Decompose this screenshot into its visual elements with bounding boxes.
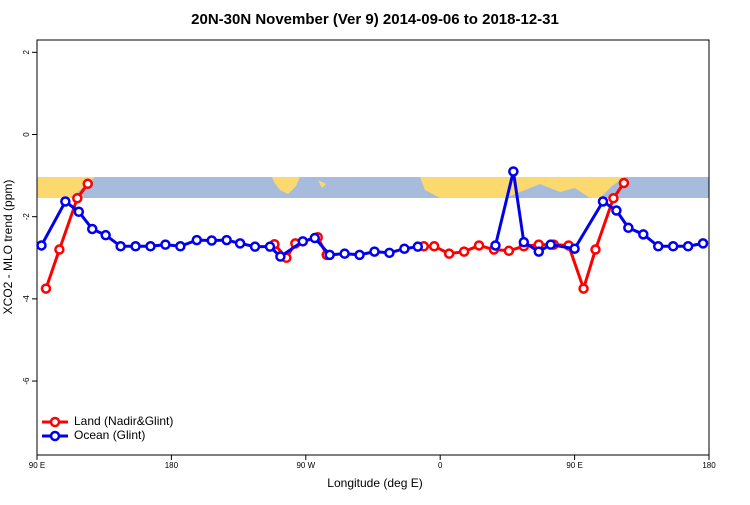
data-point xyxy=(399,243,410,254)
data-point xyxy=(545,239,556,250)
data-point xyxy=(518,236,530,248)
x-tick-label: 180 xyxy=(702,461,716,470)
chart-title: 20N-30N November (Ver 9) 2014-09-06 to 2… xyxy=(191,11,559,28)
data-point xyxy=(82,178,94,190)
data-point xyxy=(73,206,85,218)
data-point xyxy=(490,240,501,251)
data-point xyxy=(275,251,286,262)
data-point xyxy=(412,241,424,252)
data-point xyxy=(324,249,335,261)
legend-marker xyxy=(49,416,61,428)
legend-label: Land (Nadir&Glint) xyxy=(74,414,173,428)
data-point xyxy=(145,241,156,252)
y-axis-title: XCO2 - MLO trend (ppm) xyxy=(1,180,15,315)
data-point xyxy=(264,241,276,252)
data-point xyxy=(72,192,83,204)
data-point xyxy=(623,222,634,234)
y-tick-label: 0 xyxy=(22,132,31,137)
data-point xyxy=(175,241,186,252)
data-point xyxy=(36,240,47,251)
data-point xyxy=(618,177,630,189)
data-point xyxy=(443,248,455,259)
data-point xyxy=(60,196,71,207)
data-point xyxy=(578,283,589,294)
data-point xyxy=(339,248,350,259)
data-point xyxy=(508,166,519,177)
data-point xyxy=(206,235,217,246)
y-tick-label: 2 xyxy=(22,50,31,55)
x-tick-label: 90 W xyxy=(296,461,315,470)
data-point xyxy=(234,238,246,249)
legend-marker xyxy=(49,430,61,442)
data-point xyxy=(503,245,515,257)
data-point xyxy=(611,205,622,216)
x-tick-label: 180 xyxy=(165,461,179,470)
y-tick-label: -4 xyxy=(22,295,31,303)
data-point xyxy=(130,241,141,252)
data-point xyxy=(697,238,709,249)
legend-label: Ocean (Glint) xyxy=(74,428,145,442)
data-point xyxy=(191,234,203,246)
data-point xyxy=(297,236,309,247)
data-point xyxy=(590,244,601,255)
data-point xyxy=(369,246,380,257)
data-point xyxy=(249,241,261,252)
data-point xyxy=(384,247,395,259)
data-point xyxy=(428,241,440,252)
data-point xyxy=(652,241,664,252)
data-point xyxy=(569,243,580,254)
data-point xyxy=(608,192,619,204)
data-point xyxy=(40,283,52,294)
data-point xyxy=(667,241,679,252)
data-point xyxy=(115,241,126,252)
x-tick-label: 90 E xyxy=(566,461,582,470)
series-line xyxy=(44,182,626,294)
x-tick-label: 90 E xyxy=(29,461,45,470)
map-strip xyxy=(37,177,709,198)
data-point xyxy=(473,240,485,251)
data-point xyxy=(458,246,470,257)
data-point xyxy=(533,246,545,257)
data-point xyxy=(87,223,98,235)
data-point xyxy=(221,234,232,246)
data-point xyxy=(309,232,321,244)
data-point xyxy=(597,196,609,207)
data-point xyxy=(54,244,65,255)
data-point xyxy=(682,241,694,252)
x-tick-label: 0 xyxy=(438,461,443,470)
data-point xyxy=(100,229,111,241)
data-point xyxy=(638,229,649,240)
y-tick-label: -2 xyxy=(22,213,31,221)
x-axis-title: Longitude (deg E) xyxy=(327,476,422,490)
data-point xyxy=(160,239,171,250)
y-tick-label: -6 xyxy=(22,377,31,385)
data-point xyxy=(354,249,365,261)
